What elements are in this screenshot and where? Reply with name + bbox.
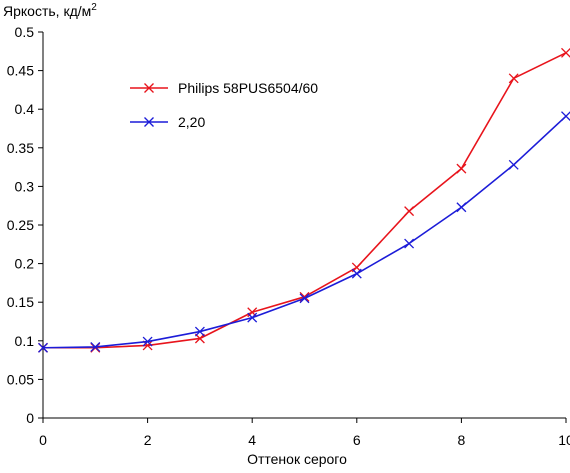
x-tick-label: 10 [558, 432, 570, 448]
x-tick-label: 2 [144, 432, 152, 448]
legend-item-1: 2,20 [130, 114, 205, 130]
y-tick-label: 0.4 [15, 101, 35, 117]
series-1 [39, 112, 570, 353]
data-point [509, 74, 518, 83]
y-axis-title-superscript: 2 [91, 2, 97, 13]
data-point [405, 239, 414, 248]
data-point [562, 112, 570, 121]
y-axis-title: Яркость, кд/м2 [3, 2, 97, 19]
data-point [248, 313, 257, 322]
y-tick-label: 0.3 [15, 178, 35, 194]
y-tick-label: 0.05 [7, 371, 34, 387]
legend-label: 2,20 [178, 114, 205, 130]
data-point [352, 269, 361, 278]
data-point [457, 164, 466, 173]
data-point [509, 160, 518, 169]
series-line [43, 53, 566, 348]
series-line [43, 116, 566, 348]
y-tick-label: 0.15 [7, 294, 34, 310]
data-point [405, 207, 414, 216]
data-point [457, 203, 466, 212]
x-tick-label: 4 [248, 432, 256, 448]
x-axis-title: Оттенок серого [247, 451, 347, 467]
legend-label: Philips 58PUS6504/60 [178, 80, 318, 96]
legend-item-0: Philips 58PUS6504/60 [130, 80, 318, 96]
y-tick-label: 0.45 [7, 63, 34, 79]
y-tick-label: 0.1 [15, 333, 35, 349]
legend: Philips 58PUS6504/60 2,20 [130, 80, 318, 130]
y-tick-label: 0.2 [15, 256, 35, 272]
y-tick-label: 0.25 [7, 217, 34, 233]
data-point [562, 48, 570, 57]
x-tick-label: 8 [458, 432, 466, 448]
x-tick-label: 6 [353, 432, 361, 448]
y-axis-title-main: Яркость, кд/м [3, 3, 91, 19]
y-tick-label: 0.35 [7, 140, 34, 156]
y-tick-label: 0.5 [15, 24, 35, 40]
y-tick-label: 0 [26, 410, 34, 426]
x-tick-label: 0 [39, 432, 47, 448]
